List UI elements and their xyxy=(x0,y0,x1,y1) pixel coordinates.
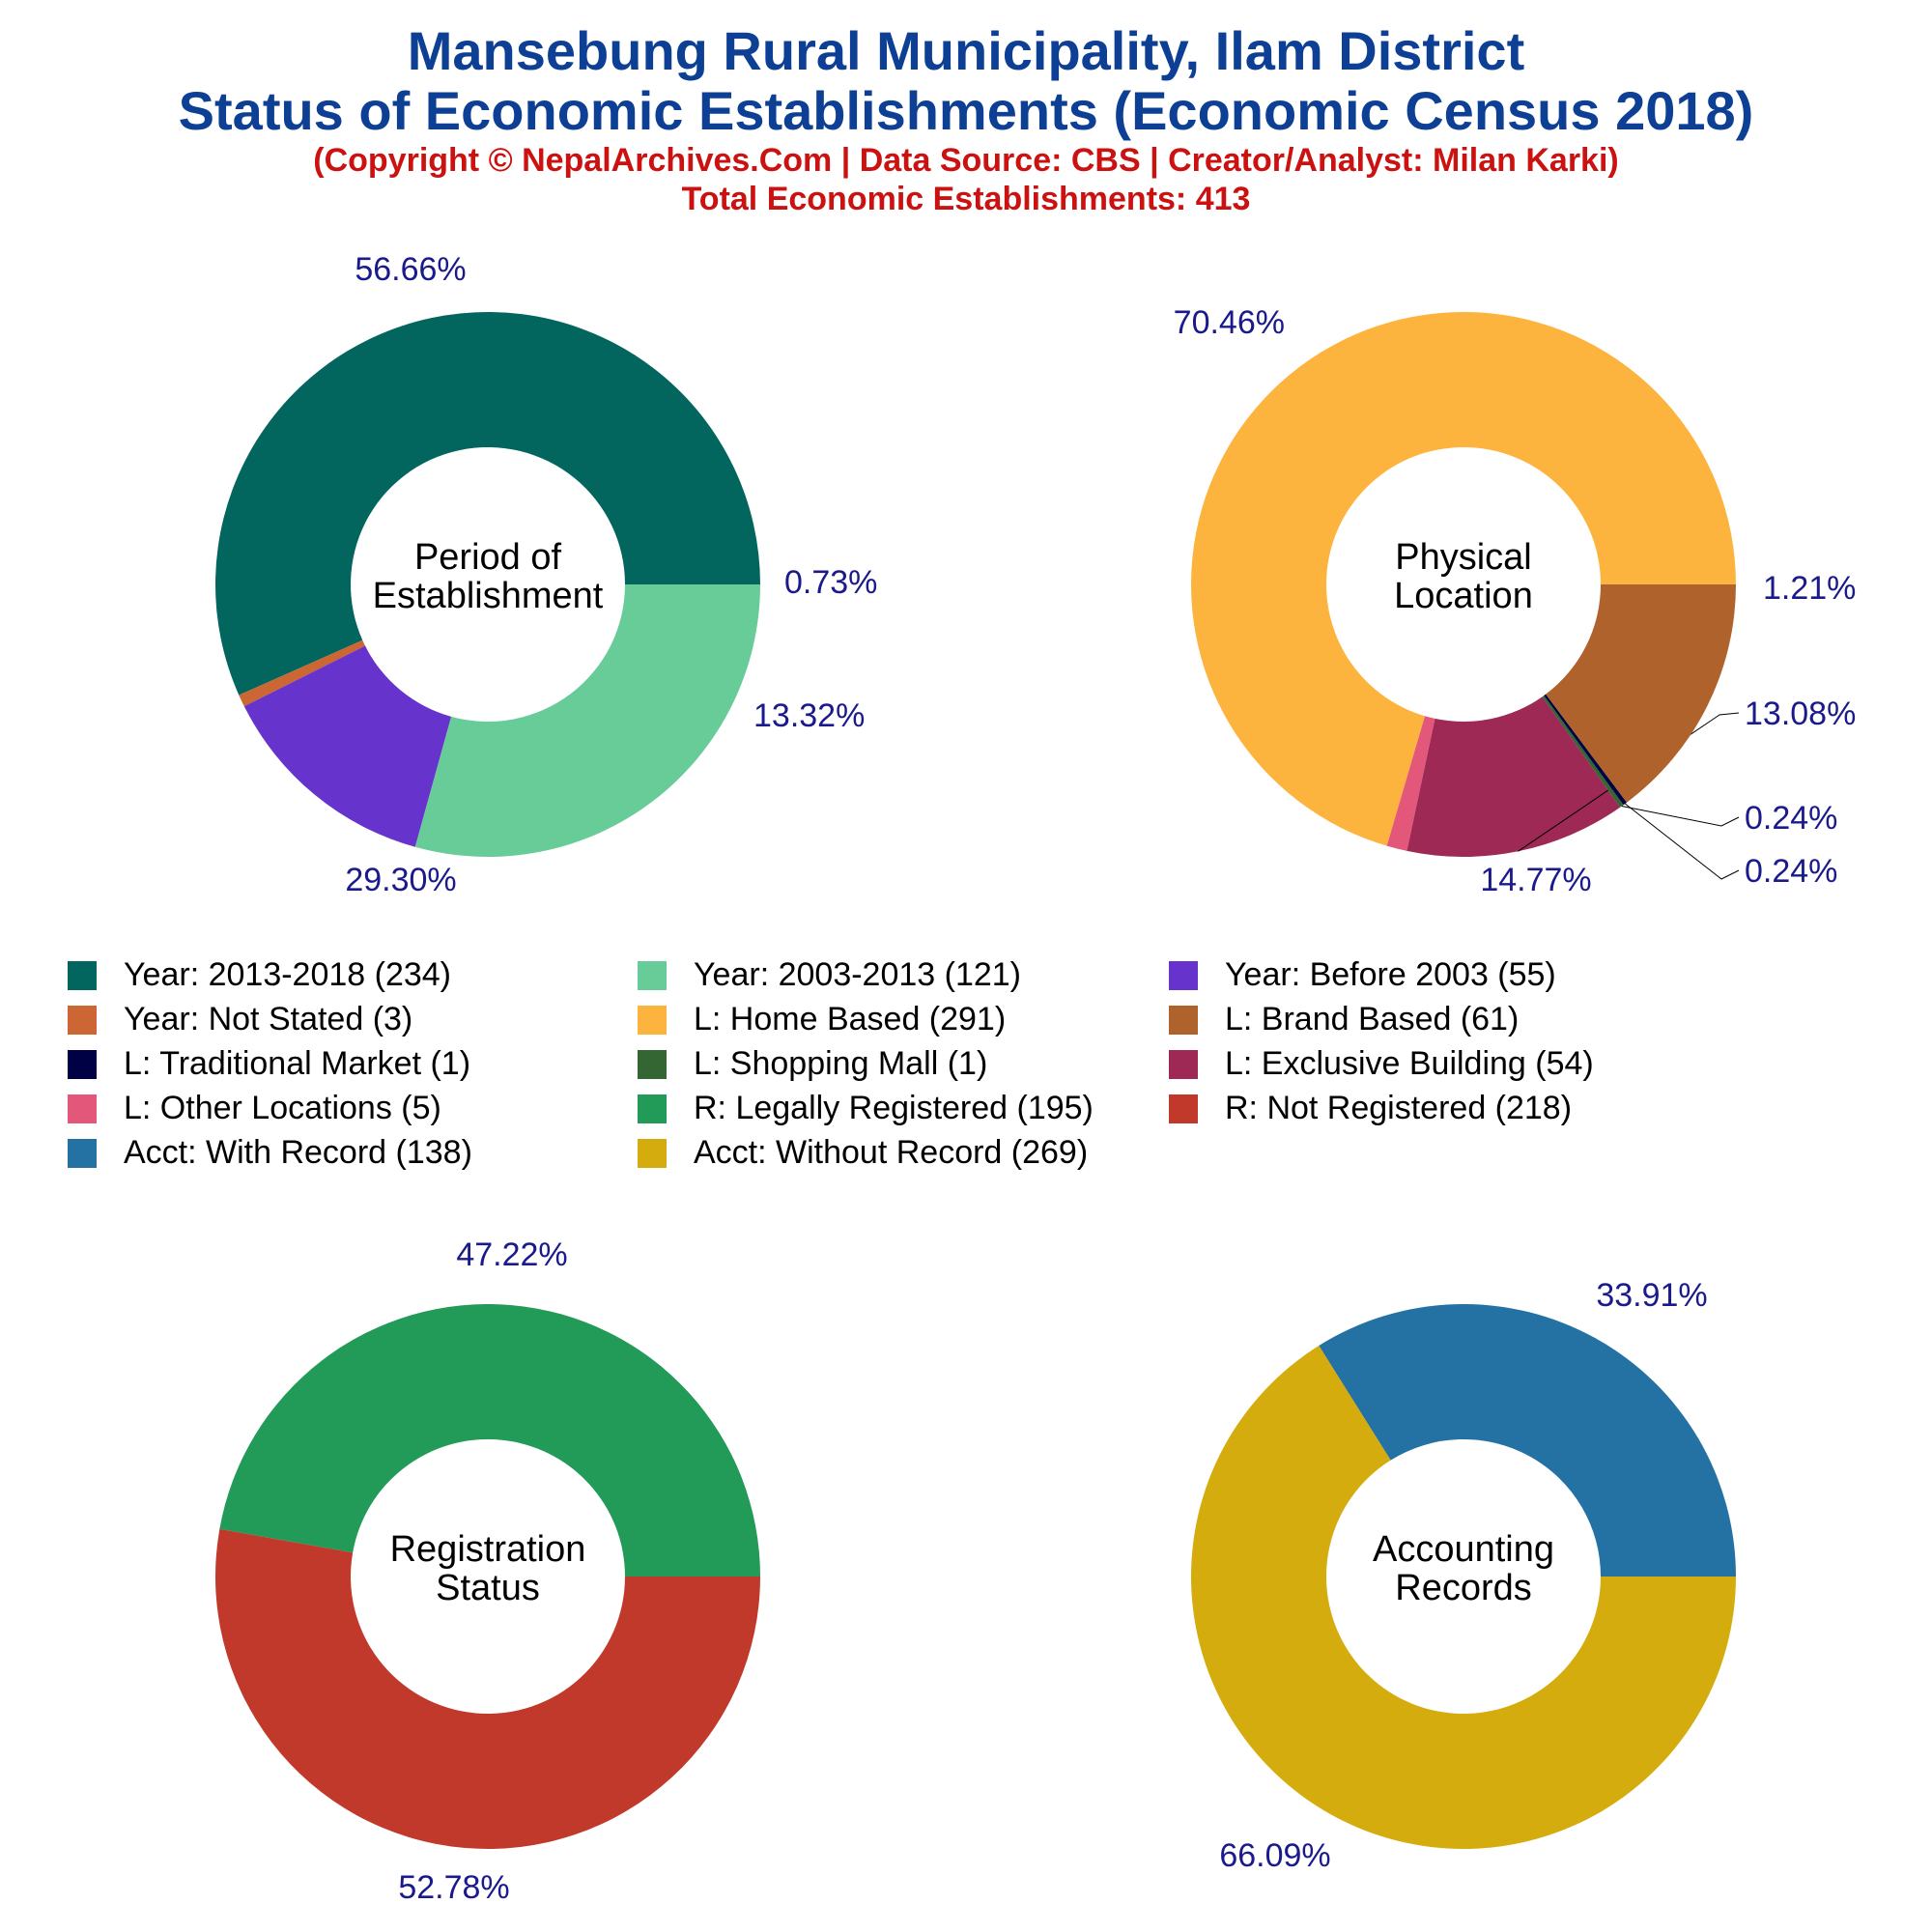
legend-label: R: Legally Registered (195) xyxy=(694,1090,1094,1126)
donut-center-label: Period of xyxy=(414,537,562,578)
slice-percent-label: 29.30% xyxy=(345,862,456,898)
legend-swatch xyxy=(638,1049,667,1079)
legend-item: L: Home Based (291) xyxy=(638,1001,1006,1038)
legend-swatch xyxy=(638,1138,667,1168)
slice-percent-label: 0.24% xyxy=(1745,800,1837,837)
legend-item: Year: Before 2003 (55) xyxy=(1169,956,1556,994)
donut-chart: 70.46% 1.21% 13.08% 0.24% 0.24% 14.77% Physica… xyxy=(1174,304,1857,898)
slice-percent-label: 13.08% xyxy=(1745,696,1856,732)
pie-slice xyxy=(239,639,366,707)
donut-center-label: Accounting xyxy=(1373,1529,1554,1570)
legend-swatch xyxy=(1169,1094,1198,1123)
chart-title-line-2: Status of Economic Establishments (Econo… xyxy=(178,80,1754,141)
donut-center-label: Status xyxy=(436,1568,540,1608)
slice-percent-label: 47.22% xyxy=(456,1236,567,1273)
pie-slice xyxy=(1542,695,1624,808)
slice-percent-label: 70.46% xyxy=(1174,304,1285,341)
legend-item: L: Brand Based (61) xyxy=(1169,1001,1519,1038)
slice-percent-label: 56.66% xyxy=(355,251,466,288)
label-leader-line xyxy=(1625,803,1740,880)
slice-percent-label: 13.32% xyxy=(753,697,865,734)
legend-label: Acct: With Record (138) xyxy=(124,1134,472,1171)
pie-slice xyxy=(219,1303,760,1577)
pie-slice xyxy=(1319,1304,1736,1577)
legend-label: Year: Not Stated (3) xyxy=(124,1001,413,1037)
legend-swatch xyxy=(638,1094,667,1123)
legend-label: L: Home Based (291) xyxy=(694,1001,1007,1037)
label-leader-line xyxy=(1518,712,1740,852)
legend-label: Year: 2003-2013 (121) xyxy=(694,956,1022,993)
legend-swatch xyxy=(638,960,667,990)
legend-item: L: Other Locations (5) xyxy=(68,1090,441,1127)
legend-item: L: Shopping Mall (1) xyxy=(638,1045,987,1083)
legend-label: L: Shopping Mall (1) xyxy=(694,1045,988,1082)
slice-percent-label: 66.09% xyxy=(1219,1837,1330,1874)
label-leader-line xyxy=(1621,806,1740,827)
legend-label: Year: Before 2003 (55) xyxy=(1225,956,1556,993)
legend-label: L: Other Locations (5) xyxy=(124,1090,441,1126)
slice-percent-label: 1.21% xyxy=(1763,570,1856,607)
donut-center-label: Establishment xyxy=(373,576,604,616)
donut-center-label: Location xyxy=(1394,576,1533,616)
donut-center-label: Records xyxy=(1395,1568,1532,1608)
legend-item: L: Traditional Market (1) xyxy=(68,1045,470,1083)
legend-label: Year: 2013-2018 (234) xyxy=(124,956,452,993)
legend-item: Acct: Without Record (269) xyxy=(638,1134,1088,1172)
slice-percent-label: 0.73% xyxy=(784,564,877,601)
pie-slice xyxy=(1406,696,1621,857)
legend-swatch xyxy=(68,960,97,990)
legend-label: L: Exclusive Building (54) xyxy=(1225,1045,1594,1082)
slice-percent-label: 0.24% xyxy=(1745,853,1837,890)
legend-label: L: Brand Based (61) xyxy=(1225,1001,1520,1037)
slice-percent-label: 33.91% xyxy=(1596,1277,1707,1314)
legend-swatch xyxy=(1169,1049,1198,1079)
legend-item: L: Exclusive Building (54) xyxy=(1169,1045,1594,1083)
pie-slice xyxy=(414,584,760,857)
slice-percent-label: 52.78% xyxy=(398,1869,509,1906)
pie-slice xyxy=(215,1528,760,1849)
pie-slice xyxy=(1386,716,1435,851)
pie-slice xyxy=(243,645,452,847)
legend-item: Year: Not Stated (3) xyxy=(68,1001,412,1038)
donut-center-label: Registration xyxy=(390,1529,586,1570)
legend-item: Year: 2013-2018 (234) xyxy=(68,956,451,994)
legend-item: R: Not Registered (218) xyxy=(1169,1090,1572,1127)
pie-slice xyxy=(1190,1346,1736,1850)
legend-item: R: Legally Registered (195) xyxy=(638,1090,1094,1127)
pie-slice xyxy=(1546,584,1736,803)
legend-swatch xyxy=(68,1049,97,1079)
legend-label: Acct: Without Record (269) xyxy=(694,1134,1089,1171)
chart-header: Mansebung Rural Municipality, Ilam Distr… xyxy=(0,21,1932,218)
donut-center-label: Physical xyxy=(1395,537,1532,578)
legend-item: Year: 2003-2013 (121) xyxy=(638,956,1021,994)
legend-item: Acct: With Record (138) xyxy=(68,1134,472,1172)
copyright-note: (Copyright © NepalArchives.Com | Data So… xyxy=(313,142,1619,179)
pie-slice xyxy=(1544,694,1628,806)
legend-swatch xyxy=(1169,1005,1198,1035)
donut-chart: 56.66% 0.73% 13.32% 29.30% Period ofEstablis… xyxy=(214,251,877,898)
legend-swatch xyxy=(638,1005,667,1035)
total-establishments: Total Economic Establishments: 413 xyxy=(681,181,1251,217)
legend-label: R: Not Registered (218) xyxy=(1225,1090,1573,1126)
legend-swatch xyxy=(1169,960,1198,990)
pie-slice xyxy=(1190,311,1736,846)
chart-title-line-1: Mansebung Rural Municipality, Ilam Distr… xyxy=(407,20,1525,81)
legend-swatch xyxy=(68,1138,97,1168)
legend-label: L: Traditional Market (1) xyxy=(124,1045,471,1082)
slice-percent-label: 14.77% xyxy=(1480,862,1591,898)
pie-slice xyxy=(214,312,760,696)
legend-swatch xyxy=(68,1005,97,1035)
legend-swatch xyxy=(68,1094,97,1123)
